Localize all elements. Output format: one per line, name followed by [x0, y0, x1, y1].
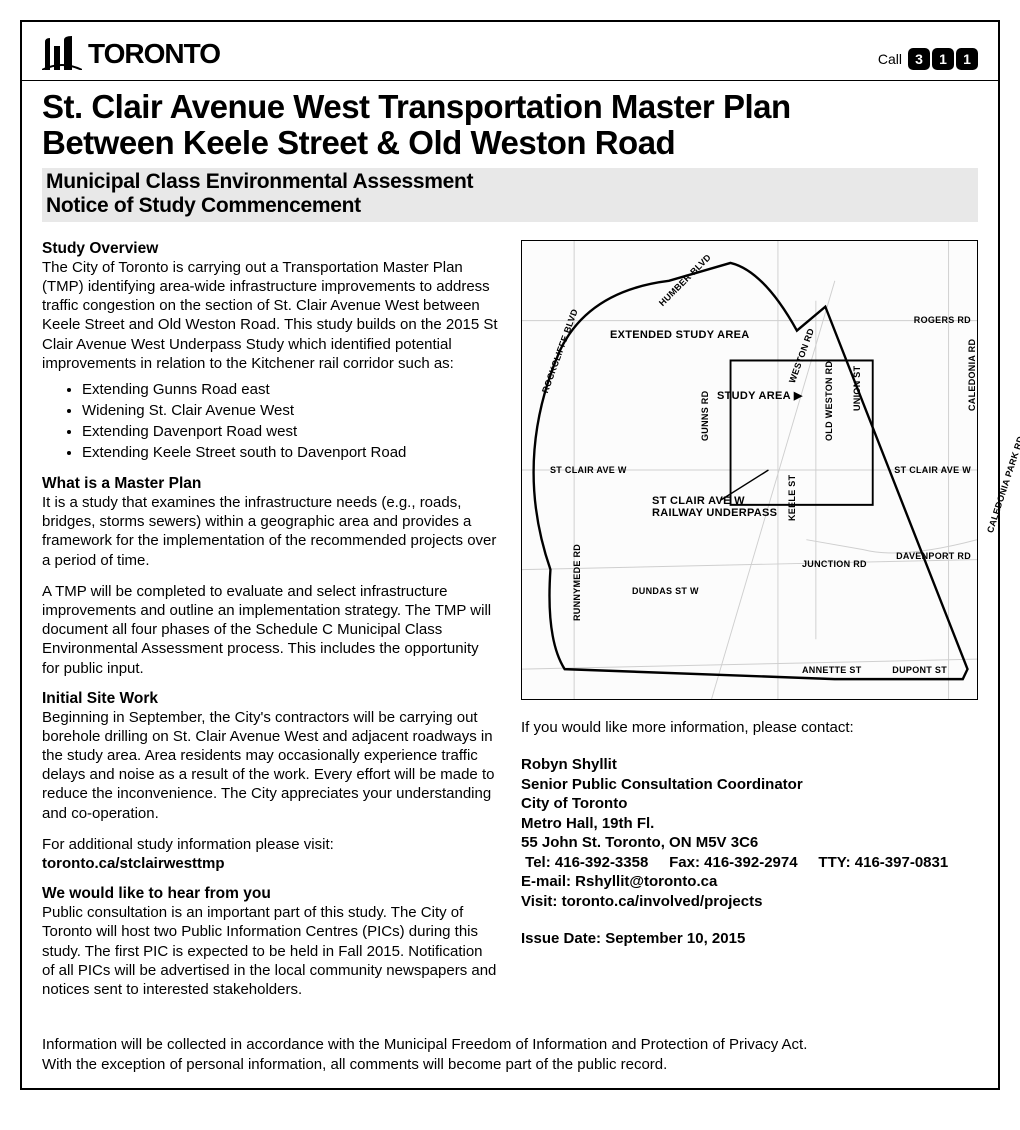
map-label-runnymede: RUNNYMEDE RD — [572, 544, 582, 621]
masterplan-heading: What is a Master Plan — [42, 475, 499, 493]
map-label-study: STUDY AREA ▶ — [717, 389, 803, 402]
sitework-p1: Beginning in September, the City's contr… — [42, 708, 499, 823]
sitework-section: Initial Site Work Beginning in September… — [42, 690, 499, 823]
map-label-oldweston: OLD WESTON RD — [824, 361, 834, 441]
subtitle-line2: Notice of Study Commencement — [46, 194, 974, 218]
map-label-annette: ANNETTE ST — [802, 665, 862, 675]
overview-heading: Study Overview — [42, 240, 499, 258]
call-label: Call — [878, 51, 902, 67]
contact-name: Robyn Shyllit — [521, 755, 978, 775]
title-block: St. Clair Avenue West Transportation Mas… — [22, 81, 998, 222]
footer-notice: Information will be collected in accorda… — [42, 1035, 978, 1074]
map-label-dundas: DUNDAS ST W — [632, 586, 699, 596]
overview-bullets: Extending Gunns Road east Widening St. C… — [42, 379, 499, 463]
masterplan-section: What is a Master Plan It is a study that… — [42, 475, 499, 570]
masterplan-p1: It is a study that examines the infrastr… — [42, 493, 499, 570]
bullet-item: Widening St. Clair Avenue West — [82, 400, 499, 421]
contact-addr1: Metro Hall, 19th Fl. — [521, 814, 978, 834]
sitework-heading: Initial Site Work — [42, 690, 499, 708]
hear-section: We would like to hear from you Public co… — [42, 885, 499, 999]
header-bar: Toronto Call 3 1 1 — [22, 22, 998, 74]
contact-phones: Tel: 416-392-3358 Fax: 416-392-2974 TTY:… — [521, 853, 978, 873]
hear-p1: Public consultation is an important part… — [42, 903, 499, 999]
map-label-davenport: DAVENPORT RD — [896, 551, 971, 561]
contact-title: Senior Public Consultation Coordinator — [521, 775, 978, 795]
right-column: EXTENDED STUDY AREA STUDY AREA ▶ ST CLAI… — [521, 240, 978, 1011]
bullet-item: Extending Davenport Road west — [82, 421, 499, 442]
map-label-dupont: DUPONT ST — [892, 665, 947, 675]
contact-email: E-mail: Rshyllit@toronto.ca — [521, 872, 978, 892]
title-line1: St. Clair Avenue West Transportation Mas… — [42, 88, 791, 125]
hear-heading: We would like to hear from you — [42, 885, 499, 903]
document-body: Study Overview The City of Toronto is ca… — [22, 222, 998, 1088]
sitework-p2: For additional study information please … — [42, 835, 499, 854]
bullet-item: Extending Keele Street south to Davenpor… — [82, 442, 499, 463]
title-line2: Between Keele Street & Old Weston Road — [42, 124, 675, 161]
call-311: Call 3 1 1 — [878, 48, 978, 70]
map-label-stclairw: ST CLAIR AVE W — [550, 465, 627, 475]
contact-intro: If you would like more information, plea… — [521, 718, 978, 737]
map-label-rogers: ROGERS RD — [914, 315, 971, 325]
footer-line1: Information will be collected in accorda… — [42, 1035, 978, 1055]
footer-line2: With the exception of personal informati… — [42, 1055, 978, 1075]
map-label-extended: EXTENDED STUDY AREA — [610, 329, 750, 341]
two-column-layout: Study Overview The City of Toronto is ca… — [42, 240, 978, 1011]
map-label-calpark: CALEDONIA PARK RD — [985, 435, 1020, 534]
map-label-junction: JUNCTION RD — [802, 559, 867, 569]
overview-intro: The City of Toronto is carrying out a Tr… — [42, 258, 499, 373]
contact-addr2: 55 John St. Toronto, ON M5V 3C6 — [521, 833, 978, 853]
cityhall-icon — [42, 36, 82, 70]
digit-1a: 1 — [932, 48, 954, 70]
left-column: Study Overview The City of Toronto is ca… — [42, 240, 499, 1011]
page-border: Toronto Call 3 1 1 St. Clair Avenue West… — [20, 20, 1000, 1090]
study-overview: Study Overview The City of Toronto is ca… — [42, 240, 499, 463]
map-label-stclaire: ST CLAIR AVE W — [894, 465, 971, 475]
contact-visit: Visit: toronto.ca/involved/projects — [521, 892, 978, 912]
subtitle-banner: Municipal Class Environmental Assessment… — [42, 168, 978, 222]
page-title: St. Clair Avenue West Transportation Mas… — [42, 89, 978, 162]
logo-text: Toronto — [88, 38, 220, 70]
bullet-item: Extending Gunns Road east — [82, 379, 499, 400]
toronto-logo: Toronto — [42, 36, 220, 70]
subtitle-line1: Municipal Class Environmental Assessment — [46, 170, 974, 194]
digits-311: 3 1 1 — [908, 48, 978, 70]
map-label-keele: KEELE ST — [787, 474, 797, 520]
study-area-map: EXTENDED STUDY AREA STUDY AREA ▶ ST CLAI… — [521, 240, 978, 700]
digit-3: 3 — [908, 48, 930, 70]
map-label-underpass1: ST CLAIR AVE W — [652, 495, 745, 507]
masterplan-p2-block: A TMP will be completed to evaluate and … — [42, 582, 499, 678]
map-label-union: UNION ST — [852, 365, 862, 410]
issue-date: Issue Date: September 10, 2015 — [521, 929, 978, 949]
map-label-gunns: GUNNS RD — [700, 390, 710, 440]
masterplan-p2: A TMP will be completed to evaluate and … — [42, 582, 499, 678]
sitework-url: toronto.ca/stclairwesttmp — [42, 854, 499, 873]
digit-1b: 1 — [956, 48, 978, 70]
map-label-caledonia: CALEDONIA RD — [967, 339, 977, 411]
contact-org: City of Toronto — [521, 794, 978, 814]
sitework-link-block: For additional study information please … — [42, 835, 499, 873]
map-label-underpass2: RAILWAY UNDERPASS — [652, 507, 777, 519]
